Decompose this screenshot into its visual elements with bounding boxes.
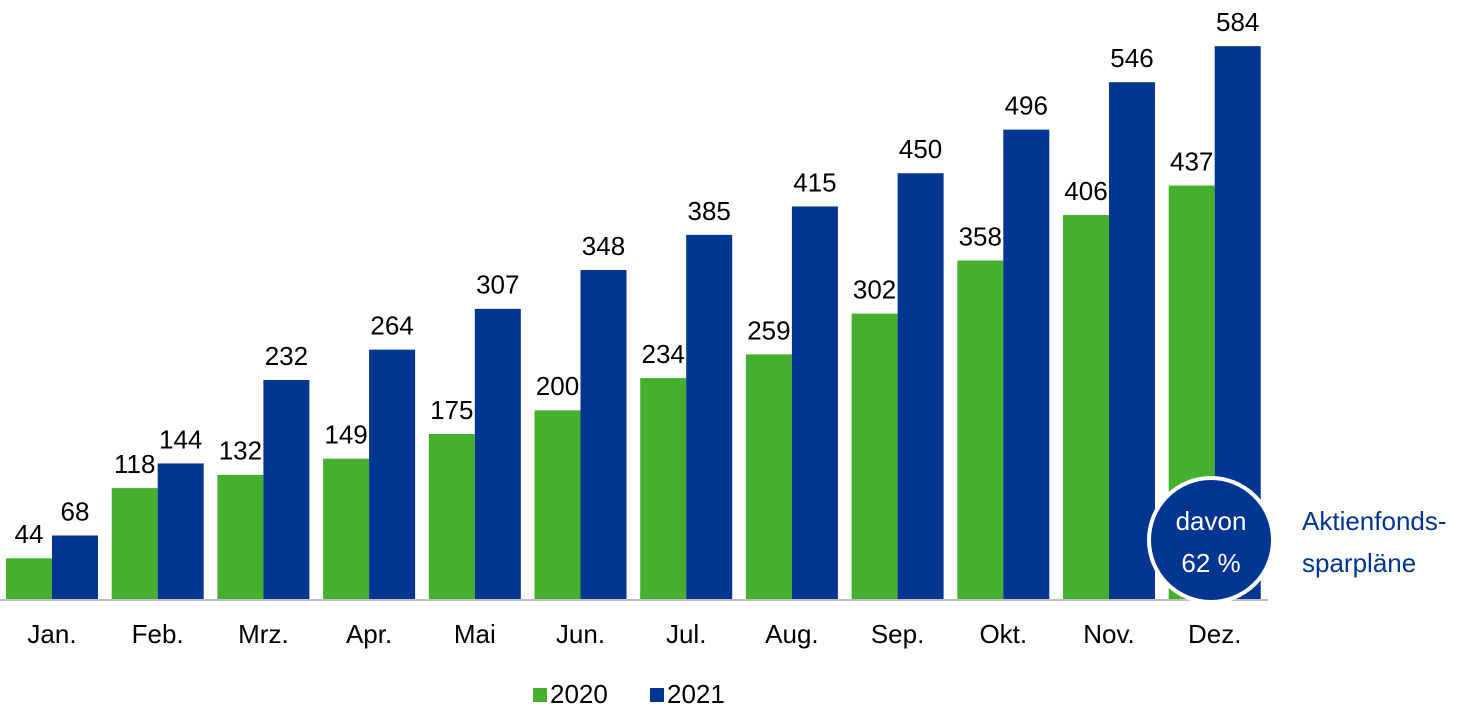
x-tick-label: Jul.	[666, 619, 706, 649]
data-label: 149	[324, 420, 367, 450]
data-label: 264	[370, 311, 413, 341]
bar	[323, 458, 370, 600]
bar	[791, 206, 838, 601]
bar	[1003, 129, 1050, 601]
bar	[1063, 214, 1109, 600]
annotation-circle-text: davon	[1176, 506, 1247, 536]
data-label: 118	[114, 449, 155, 479]
data-label: 44	[15, 519, 44, 549]
bar	[1109, 82, 1155, 600]
data-label: 144	[159, 424, 202, 454]
x-tick-label: Mrz.	[238, 619, 289, 649]
x-tick-label: Aug.	[765, 619, 819, 649]
x-tick-label: Feb.	[132, 619, 184, 649]
bar	[263, 379, 310, 600]
data-label: 200	[536, 371, 579, 401]
bar	[580, 269, 627, 600]
data-label: 584	[1216, 7, 1259, 37]
bar	[474, 308, 521, 600]
data-label: 234	[642, 339, 685, 369]
bar	[157, 463, 204, 600]
bar	[640, 378, 687, 600]
data-label: 406	[1064, 176, 1107, 206]
data-label: 437	[1170, 146, 1213, 176]
bar	[6, 558, 52, 600]
x-tick-label: Jan.	[27, 619, 76, 649]
x-tick-label: Sep.	[871, 619, 925, 649]
x-tick-label: Mai	[454, 619, 496, 649]
annotation-circle	[1147, 476, 1275, 604]
x-tick-label: Dez.	[1188, 619, 1241, 649]
data-label: 385	[688, 196, 731, 226]
data-label: 132	[219, 436, 262, 466]
legend-label: 2021	[667, 679, 725, 709]
x-tick-label: Nov.	[1083, 619, 1135, 649]
bar	[369, 349, 416, 600]
x-tick-label: Jun.	[556, 619, 605, 649]
annotation-circle-text: 62 %	[1181, 548, 1240, 578]
data-label: 358	[959, 221, 1002, 251]
annotation-text: Aktienfonds-	[1302, 506, 1447, 536]
legend-swatch	[650, 688, 664, 702]
legend-label: 2020	[550, 679, 608, 709]
data-label: 175	[430, 395, 473, 425]
data-label: 302	[853, 274, 896, 304]
data-label: 68	[61, 496, 90, 526]
bar	[897, 173, 944, 600]
bar	[52, 535, 98, 600]
legend-swatch	[533, 688, 547, 702]
data-label: 415	[793, 167, 836, 197]
bar	[534, 410, 581, 600]
data-label: 496	[1005, 91, 1048, 121]
data-label: 450	[899, 134, 942, 164]
annotation-text: sparpläne	[1302, 548, 1416, 578]
data-label: 348	[582, 231, 625, 261]
bar	[111, 488, 158, 600]
bar	[957, 260, 1004, 600]
bar	[745, 354, 792, 600]
bar	[217, 474, 264, 600]
data-label: 259	[747, 315, 790, 345]
x-tick-label: Apr.	[346, 619, 392, 649]
x-tick-label: Okt.	[979, 619, 1027, 649]
data-label: 546	[1110, 43, 1153, 73]
bar	[686, 234, 733, 600]
data-label: 307	[476, 270, 519, 300]
data-label: 232	[265, 341, 308, 371]
bar	[428, 434, 475, 600]
bar	[851, 313, 898, 600]
